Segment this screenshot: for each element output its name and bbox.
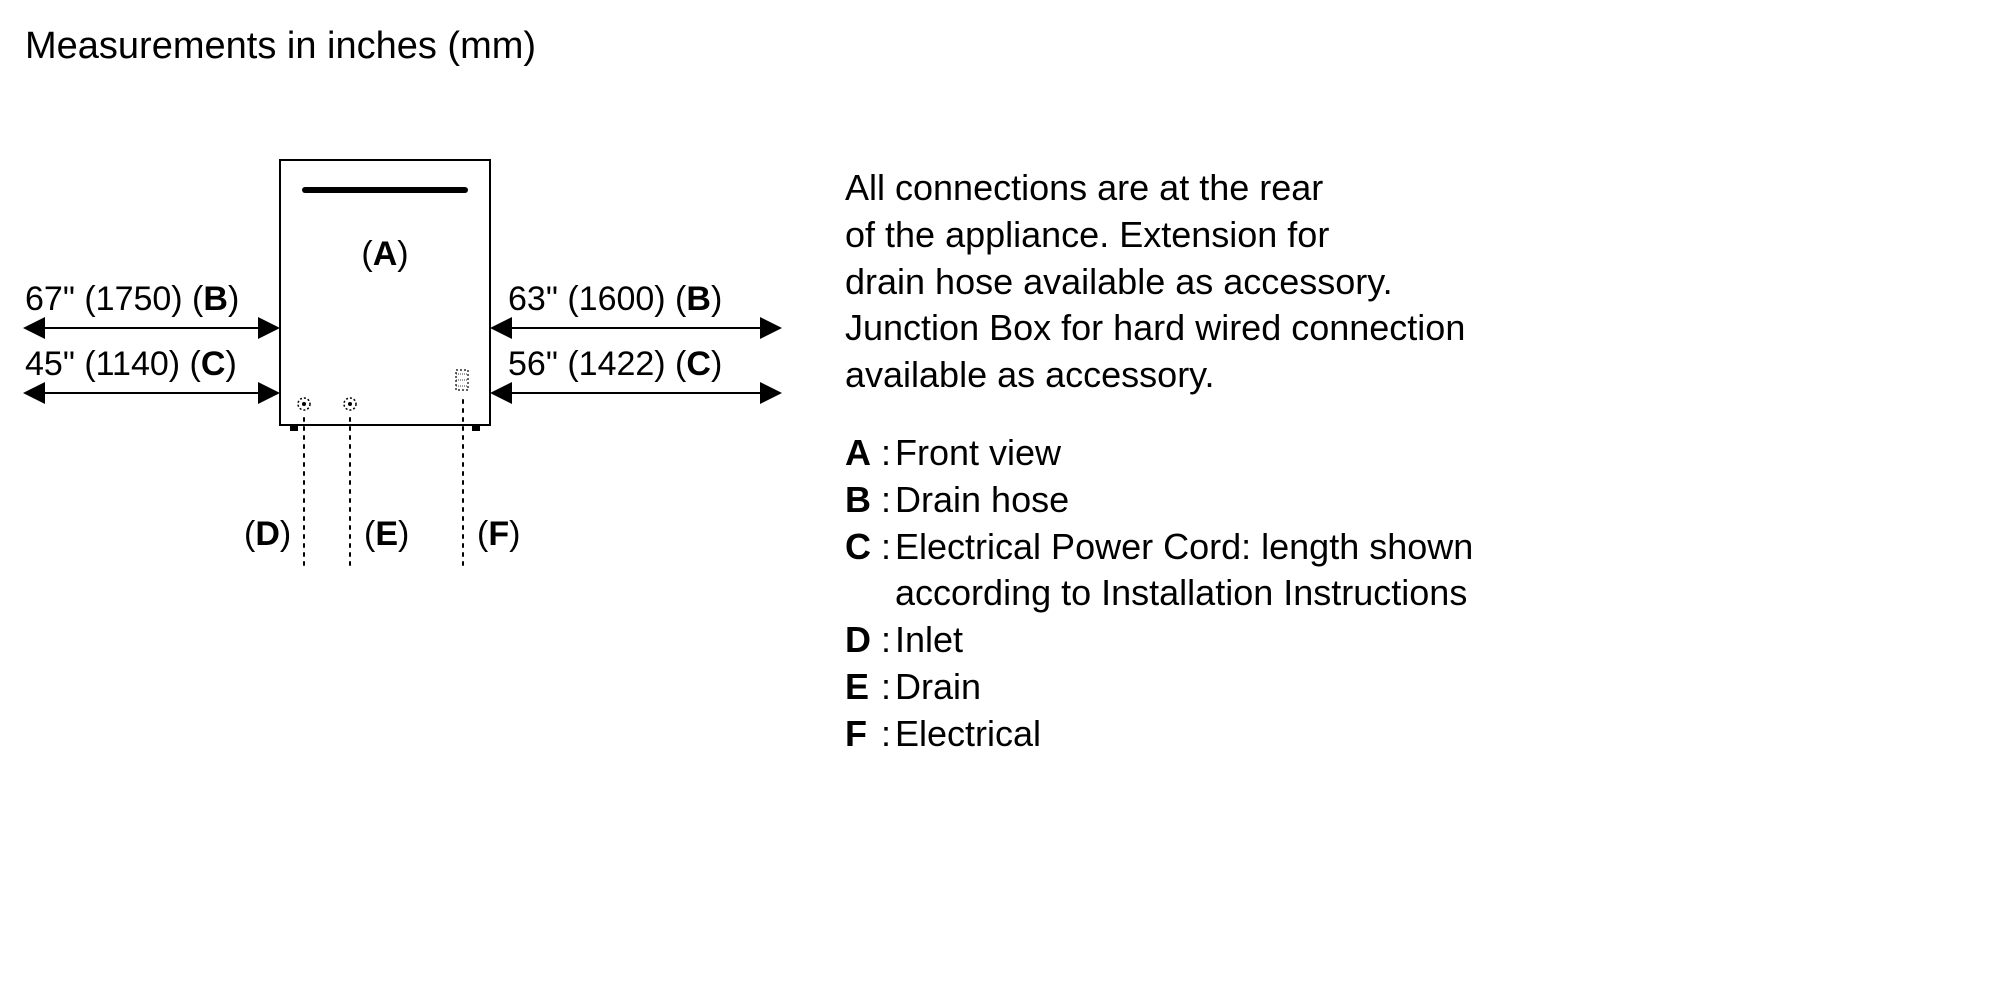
legend-key: D [845, 617, 881, 664]
legend-key: C [845, 524, 881, 571]
description-line: All connections are at the rear [845, 165, 1465, 212]
appliance-foot [472, 425, 480, 431]
appliance-foot [290, 425, 298, 431]
legend-row: E:Drain [845, 664, 1473, 711]
legend-row: C:Electrical Power Cord: length shown [845, 524, 1473, 571]
legend-value: Inlet [895, 617, 963, 664]
legend-row: B:Drain hose [845, 477, 1473, 524]
description-block: All connections are at the rearof the ap… [845, 165, 1465, 399]
legend-value: Drain [895, 664, 981, 711]
legend-value: Electrical Power Cord: length shown [895, 524, 1473, 571]
legend-key: B [845, 477, 881, 524]
legend-row: A:Front view [845, 430, 1473, 477]
description-line: of the appliance. Extension for [845, 212, 1465, 259]
legend-key: F [845, 711, 881, 758]
drop-label: (F) [477, 515, 520, 553]
dimension-label: 67" (1750) (B) [25, 280, 239, 318]
drop-label: (D) [244, 515, 291, 553]
legend-row: D:Inlet [845, 617, 1473, 664]
legend-value-cont: according to Installation Instructions [895, 570, 1467, 617]
description-line: Junction Box for hard wired connection [845, 305, 1465, 352]
legend-value: Drain hose [895, 477, 1069, 524]
legend-block: A:Front viewB:Drain hoseC:Electrical Pow… [845, 430, 1473, 758]
legend-key: A [845, 430, 881, 477]
appliance-label: (A) [361, 235, 408, 273]
appliance-body [280, 160, 490, 425]
legend-row: F:Electrical [845, 711, 1473, 758]
dimension-label: 45" (1140) (C) [25, 345, 237, 383]
legend-value: Front view [895, 430, 1061, 477]
legend-row-cont: according to Installation Instructions [845, 570, 1473, 617]
description-line: drain hose available as accessory. [845, 259, 1465, 306]
dimension-label: 63" (1600) (B) [508, 280, 722, 318]
dimension-label: 56" (1422) (C) [508, 345, 722, 383]
legend-value: Electrical [895, 711, 1041, 758]
description-line: available as accessory. [845, 352, 1465, 399]
legend-key: E [845, 664, 881, 711]
drop-label: (E) [364, 515, 409, 553]
